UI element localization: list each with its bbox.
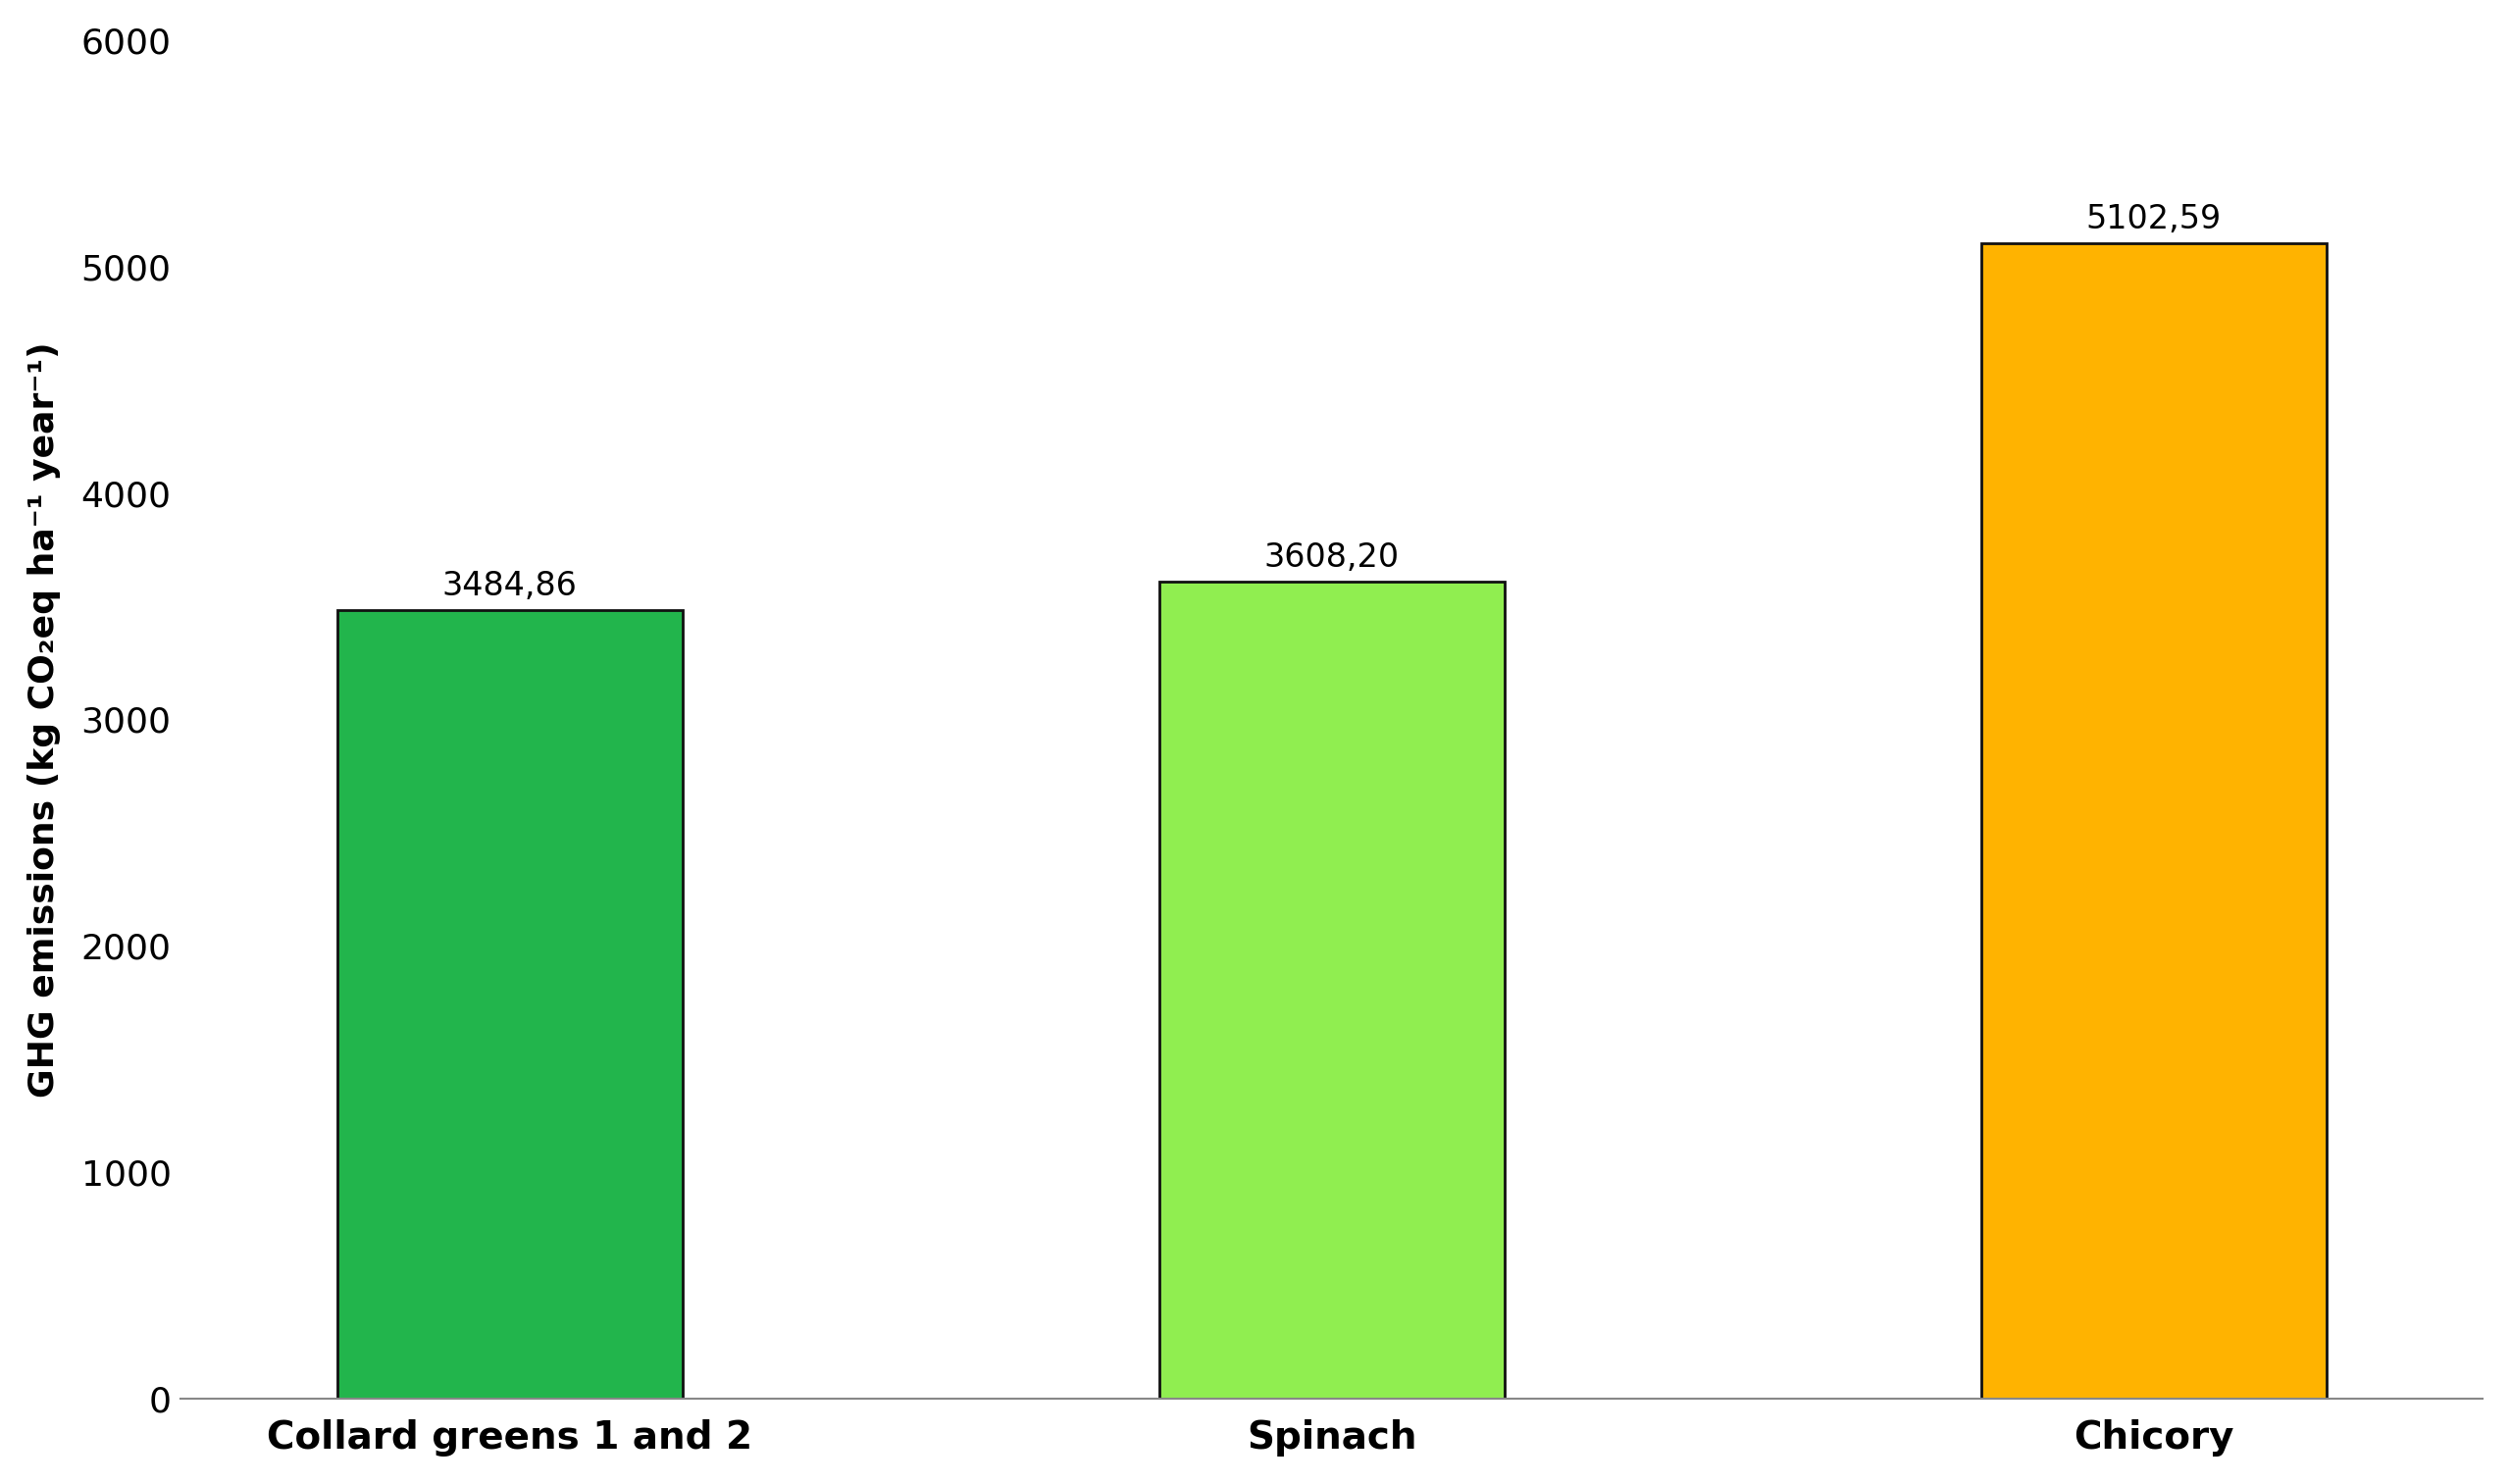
Bar <box>336 610 683 1398</box>
Y-axis label: GHG emissions (kg CO₂eq ha⁻¹ year⁻¹): GHG emissions (kg CO₂eq ha⁻¹ year⁻¹) <box>28 341 60 1097</box>
Text: 5102,59: 5102,59 <box>2086 203 2221 236</box>
Bar <box>1160 582 1503 1398</box>
Text: 3608,20: 3608,20 <box>1265 542 1401 574</box>
Text: 3484,86: 3484,86 <box>442 570 577 603</box>
Bar <box>1980 243 2327 1398</box>
